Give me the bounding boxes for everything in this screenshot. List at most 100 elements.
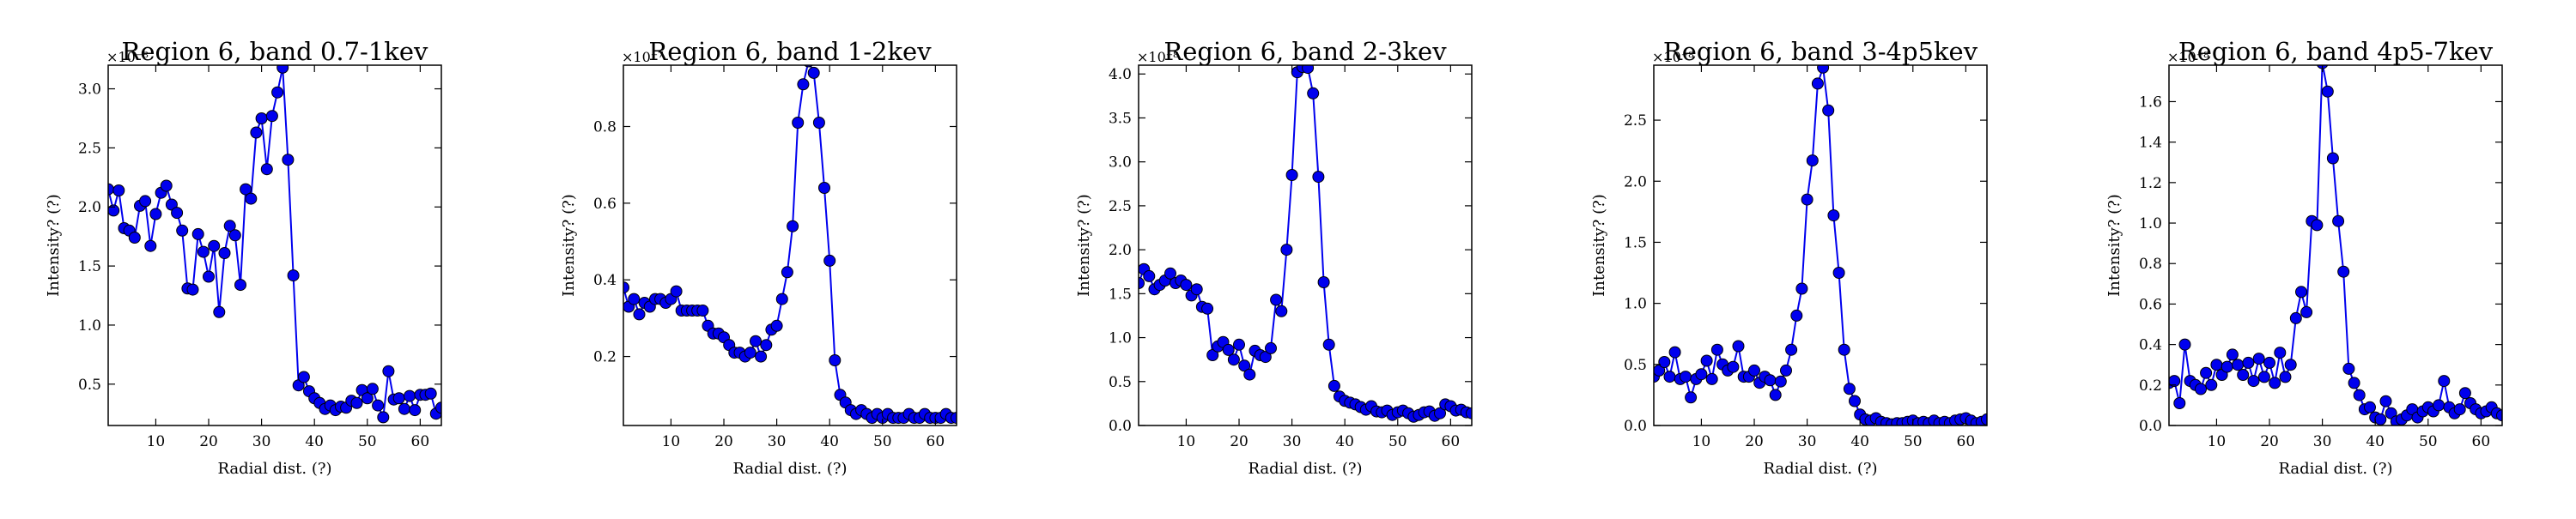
data-point xyxy=(112,184,125,196)
y-axis-label: Intensity? (?) xyxy=(1590,194,1608,297)
y-tick-label: 2.5 xyxy=(78,140,101,157)
data-point xyxy=(2232,359,2245,371)
plot-frame xyxy=(107,64,442,426)
chart-title: Region 6, band 2-3kev xyxy=(1163,37,1447,66)
data-point xyxy=(1695,368,1708,381)
data-point xyxy=(377,411,390,424)
data-point xyxy=(2200,366,2213,379)
data-point xyxy=(1139,277,1145,289)
chart-title: Region 6, band 3-4p5kev xyxy=(1663,37,1978,66)
data-point xyxy=(361,392,374,405)
y-tick-label: 1.2 xyxy=(2139,175,2162,192)
y-tick-label: 0.8 xyxy=(2139,256,2162,273)
y-tick-label: 3.5 xyxy=(1109,110,1132,127)
data-point xyxy=(2274,347,2287,359)
data-point xyxy=(2438,375,2451,388)
x-tick-label: 40 xyxy=(2366,433,2385,450)
y-tick-label: 0.2 xyxy=(593,349,617,366)
data-point xyxy=(208,239,221,252)
plot-frame xyxy=(2168,64,2503,426)
data-point xyxy=(1243,368,1256,381)
data-point xyxy=(398,402,410,415)
data-point xyxy=(633,308,646,321)
data-point xyxy=(823,254,836,267)
x-tick-label: 20 xyxy=(199,433,218,450)
data-point xyxy=(203,270,215,283)
data-point xyxy=(250,126,263,139)
data-point xyxy=(144,239,157,252)
data-point xyxy=(265,110,278,123)
y-tick-label: 2.0 xyxy=(1624,173,1647,190)
data-point xyxy=(1785,343,1798,356)
data-point xyxy=(1795,282,1808,295)
data-point xyxy=(744,347,756,359)
data-point xyxy=(228,229,241,242)
data-point xyxy=(2284,359,2297,371)
y-tick-label: 0.5 xyxy=(1624,357,1647,374)
x-tick-label: 30 xyxy=(1283,433,1302,450)
x-tick-label: 60 xyxy=(411,433,430,450)
data-point xyxy=(787,220,799,232)
y-tick-label: 1.6 xyxy=(2139,94,2162,111)
x-tick-label: 30 xyxy=(2313,433,2332,450)
x-axis-label: Radial dist. (?) xyxy=(732,460,847,478)
x-axis-label: Radial dist. (?) xyxy=(217,460,331,478)
data-point xyxy=(1700,354,1713,367)
data-point xyxy=(350,396,363,409)
series-1 xyxy=(108,65,441,424)
y-tick-label: 4.0 xyxy=(1109,66,1132,83)
y-tick-label: 2.5 xyxy=(1624,112,1647,130)
series-1 xyxy=(1654,65,1987,425)
x-tick-label: 60 xyxy=(2472,433,2491,450)
data-point xyxy=(1466,407,1472,419)
data-point xyxy=(240,183,252,196)
x-axis-label: Radial dist. (?) xyxy=(1248,460,1362,478)
data-point xyxy=(1275,305,1288,317)
data-point xyxy=(1827,209,1840,222)
data-point xyxy=(797,78,810,91)
y-tick-label: 2.5 xyxy=(1109,198,1132,215)
data-point xyxy=(2342,362,2355,375)
y-tick-label: 1.0 xyxy=(1109,330,1132,347)
data-point xyxy=(2374,413,2387,425)
data-point xyxy=(276,65,289,74)
data-point xyxy=(628,293,641,305)
y-tick-label: 0.4 xyxy=(593,272,617,289)
x-tick-label: 30 xyxy=(252,433,271,450)
y-tick-label: 0.5 xyxy=(1109,374,1132,391)
axis-multiplier: ×10⁻⁸ xyxy=(1652,49,1694,65)
y-tick-label: 0.6 xyxy=(2139,296,2162,313)
data-point xyxy=(1317,276,1330,288)
data-point xyxy=(2433,399,2445,412)
data-point xyxy=(1710,343,1723,356)
plot-frame xyxy=(1653,64,1988,426)
data-point xyxy=(1838,343,1850,356)
data-point xyxy=(2237,369,2250,381)
x-tick-label: 50 xyxy=(1388,433,1407,450)
y-tick-label: 0.6 xyxy=(593,196,617,213)
x-tick-label: 50 xyxy=(358,433,377,450)
data-point xyxy=(775,293,788,305)
chart-title: Region 6, band 1-2kev xyxy=(648,37,932,66)
data-point xyxy=(1270,293,1283,306)
x-tick-label: 50 xyxy=(1904,433,1923,450)
data-point xyxy=(1748,364,1760,377)
data-point xyxy=(2321,85,2334,98)
data-point xyxy=(213,305,226,318)
data-point xyxy=(435,401,441,414)
data-point xyxy=(2348,377,2360,389)
data-point xyxy=(623,281,629,294)
x-tick-label: 10 xyxy=(662,433,681,450)
data-point xyxy=(191,227,204,240)
data-point xyxy=(750,335,762,347)
data-point xyxy=(382,365,395,377)
y-tick-label: 3.0 xyxy=(1109,154,1132,172)
data-point xyxy=(1769,389,1782,401)
y-tick-label: 3.0 xyxy=(78,81,101,99)
y-tick-label: 0.4 xyxy=(2139,337,2162,354)
data-point xyxy=(2195,383,2207,395)
data-point xyxy=(770,319,783,332)
axis-multiplier: ×10⁻⁷ xyxy=(622,49,664,65)
data-point xyxy=(271,86,284,99)
